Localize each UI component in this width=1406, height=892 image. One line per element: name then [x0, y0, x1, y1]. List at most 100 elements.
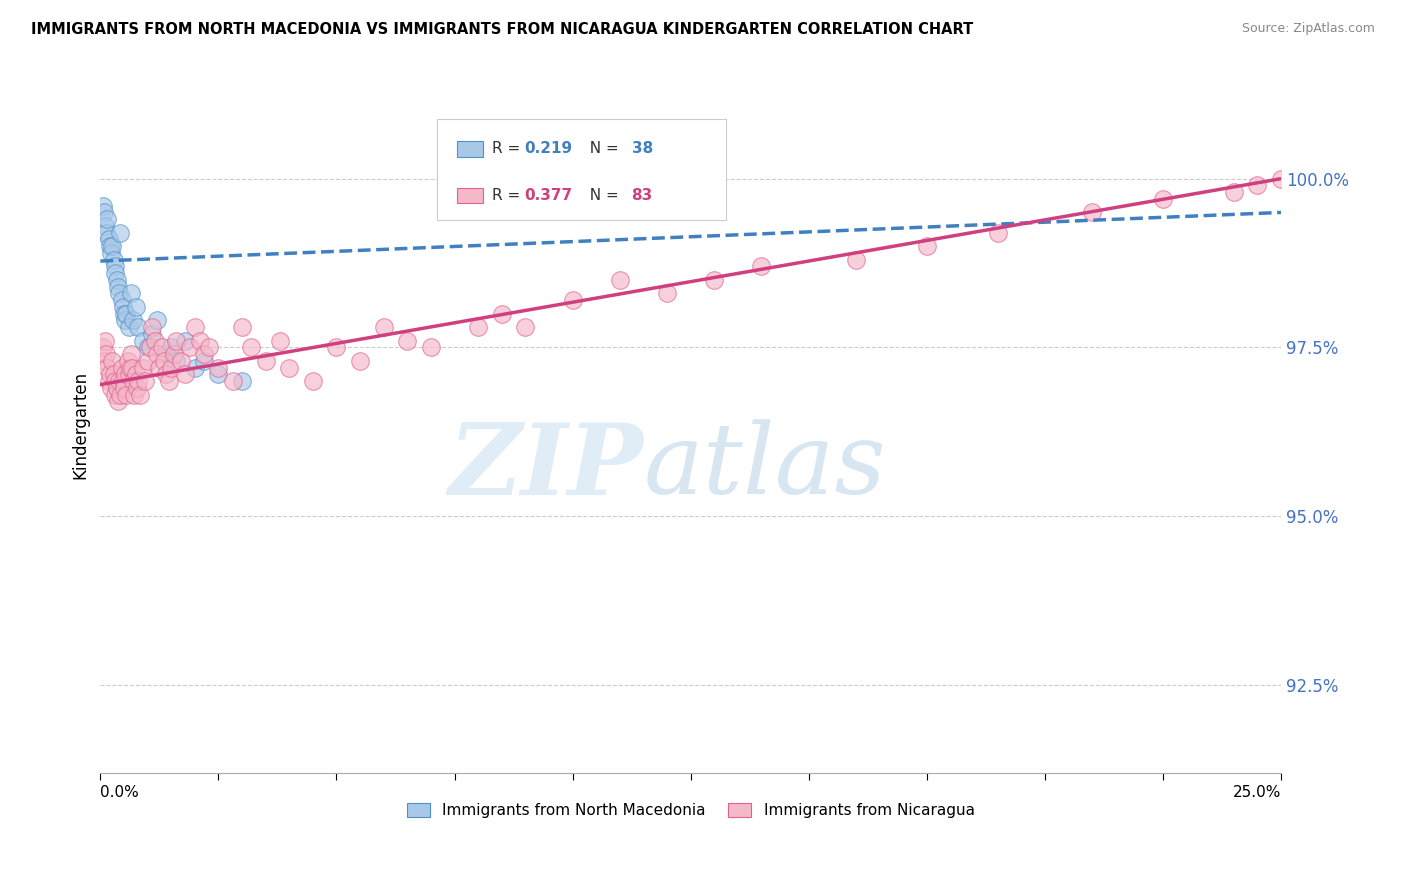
FancyBboxPatch shape [437, 120, 725, 220]
Point [207, 360, 229, 375]
Point [254, 354, 277, 368]
Point [146, 313, 169, 327]
Point [141, 320, 163, 334]
Text: N =: N = [579, 188, 623, 203]
Point [169, 354, 191, 368]
Point [221, 374, 243, 388]
Y-axis label: Kindergarten: Kindergarten [72, 371, 89, 479]
Text: atlas: atlas [644, 419, 886, 515]
Point [117, 354, 139, 368]
Point [269, 334, 291, 348]
Point [132, 334, 155, 348]
Point [103, 252, 125, 267]
Point [127, 374, 149, 388]
Point [111, 374, 134, 388]
Point [174, 334, 197, 348]
Point [127, 320, 149, 334]
Point [105, 273, 128, 287]
Text: 38: 38 [631, 142, 652, 156]
Point [157, 374, 180, 388]
Text: 0.219: 0.219 [524, 142, 572, 156]
Point [122, 313, 145, 327]
Point [153, 354, 176, 368]
Point [302, 374, 325, 388]
Point [139, 341, 162, 355]
Point [91, 341, 114, 355]
Point [134, 374, 156, 388]
Point [491, 307, 513, 321]
Point [125, 300, 148, 314]
Point [155, 368, 177, 382]
Point [115, 388, 138, 402]
Point [184, 360, 207, 375]
Legend: Immigrants from North Macedonia, Immigrants from Nicaragua: Immigrants from North Macedonia, Immigra… [401, 797, 980, 824]
FancyBboxPatch shape [457, 188, 482, 203]
Point [915, 239, 938, 253]
Point [143, 334, 166, 348]
Point [94, 226, 117, 240]
Point [121, 360, 143, 375]
Point [108, 374, 131, 388]
Point [165, 354, 187, 368]
Point [93, 354, 115, 368]
Point [100, 246, 122, 260]
Point [1152, 192, 1174, 206]
Point [107, 394, 129, 409]
Point [120, 347, 142, 361]
Point [845, 252, 868, 267]
Point [987, 226, 1010, 240]
Point [193, 354, 215, 368]
Point [141, 326, 163, 341]
Point [150, 341, 173, 355]
Point [103, 368, 125, 382]
Point [110, 360, 132, 375]
Point [207, 368, 229, 382]
Point [396, 334, 419, 348]
Point [155, 347, 177, 361]
Point [188, 334, 211, 348]
Point [122, 374, 145, 388]
Point [105, 381, 128, 395]
Point [1081, 205, 1104, 219]
Point [231, 320, 253, 334]
Point [118, 368, 141, 382]
Point [231, 374, 253, 388]
Point [132, 360, 155, 375]
Point [751, 260, 773, 274]
FancyBboxPatch shape [457, 141, 482, 157]
Point [104, 266, 127, 280]
Point [146, 347, 169, 361]
Point [101, 239, 124, 253]
Point [111, 300, 134, 314]
Point [101, 354, 124, 368]
Point [1222, 185, 1244, 199]
Point [136, 341, 159, 355]
Point [115, 307, 138, 321]
Point [1246, 178, 1268, 193]
Point [98, 368, 121, 382]
Point [120, 286, 142, 301]
Text: 0.377: 0.377 [524, 188, 572, 203]
Point [93, 205, 115, 219]
Point [179, 341, 201, 355]
Point [108, 388, 131, 402]
Point [94, 219, 117, 233]
Point [325, 341, 347, 355]
Point [107, 279, 129, 293]
Point [136, 354, 159, 368]
Point [94, 334, 117, 348]
Text: 25.0%: 25.0% [1233, 785, 1281, 800]
Point [193, 347, 215, 361]
Point [108, 226, 131, 240]
Point [114, 368, 136, 382]
Point [129, 388, 152, 402]
Point [703, 273, 725, 287]
Point [184, 320, 207, 334]
Point [97, 374, 120, 388]
Point [124, 388, 146, 402]
Text: ZIP: ZIP [449, 418, 644, 515]
Point [1270, 171, 1292, 186]
Point [96, 212, 118, 227]
Point [349, 354, 371, 368]
Text: N =: N = [579, 142, 623, 156]
